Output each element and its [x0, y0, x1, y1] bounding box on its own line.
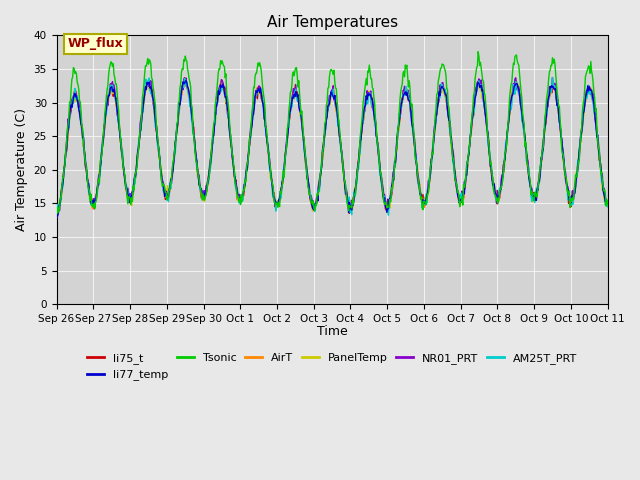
- Legend: li75_t, li77_temp, Tsonic, AirT, PanelTemp, NR01_PRT, AM25T_PRT: li75_t, li77_temp, Tsonic, AirT, PanelTe…: [83, 348, 581, 385]
- Y-axis label: Air Temperature (C): Air Temperature (C): [15, 108, 28, 231]
- Text: WP_flux: WP_flux: [68, 37, 124, 50]
- Title: Air Temperatures: Air Temperatures: [266, 15, 397, 30]
- X-axis label: Time: Time: [317, 325, 348, 338]
